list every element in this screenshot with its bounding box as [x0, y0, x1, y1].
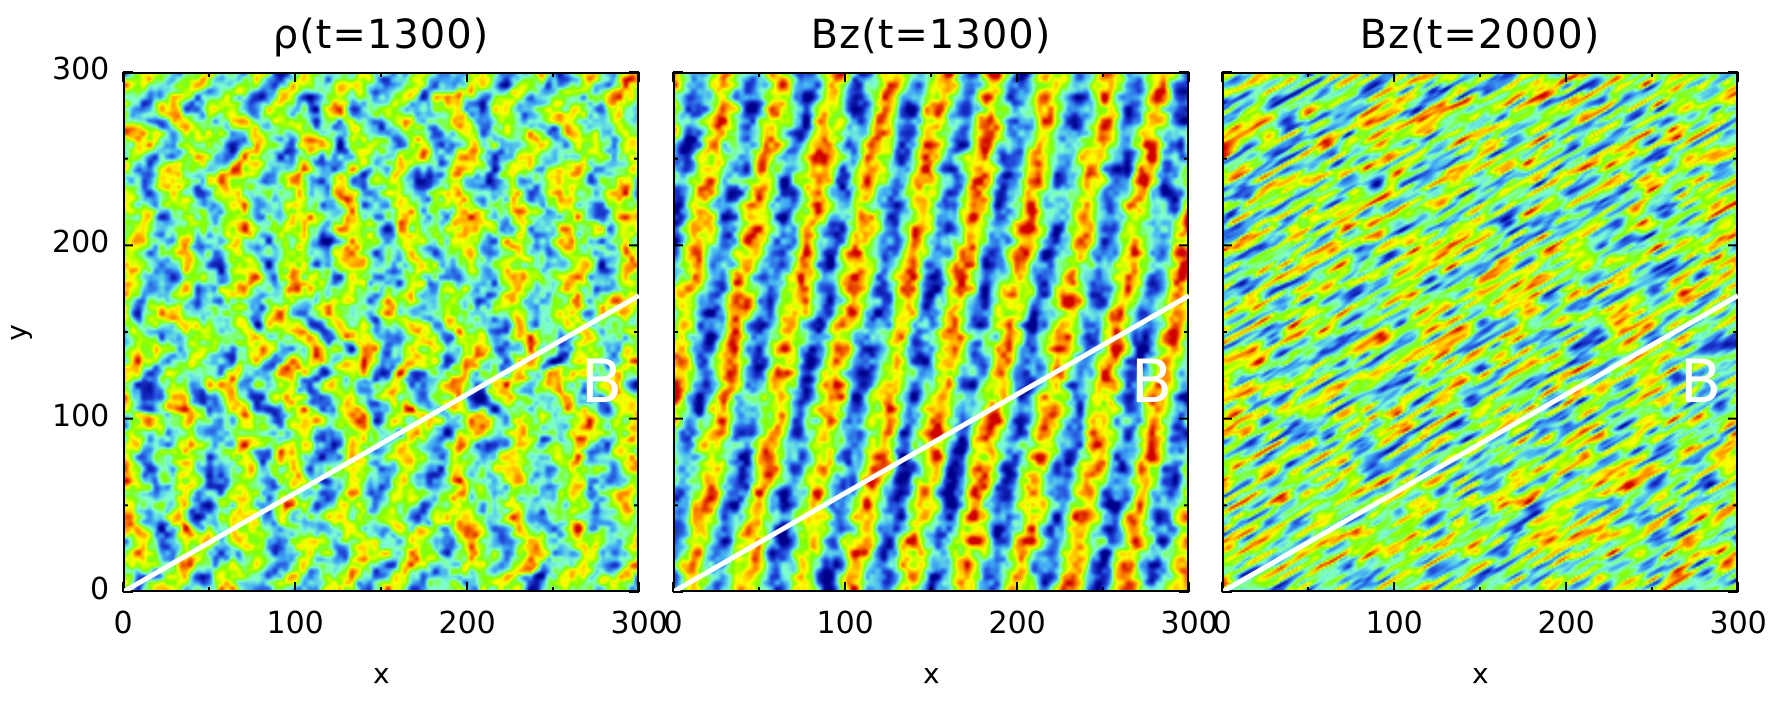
x-tick-label: 200: [438, 606, 496, 641]
y-axis-label: y: [0, 324, 33, 341]
panel-title: Bz(t=1300): [810, 12, 1052, 58]
x-axis-label: x: [1472, 657, 1489, 690]
field-annotation-b: B: [1131, 347, 1173, 417]
field-annotation-b: B: [581, 347, 623, 417]
x-tick-label: 100: [816, 606, 874, 641]
heatmap-image: [125, 74, 637, 590]
heatmap-plot: [123, 72, 639, 592]
x-tick-label: 200: [988, 606, 1046, 641]
y-tick-label: 0: [90, 572, 110, 607]
x-tick-label: 0: [1212, 606, 1232, 641]
x-tick-label: 0: [113, 606, 133, 641]
heatmap-image: [1224, 74, 1736, 590]
y-tick-label: 200: [52, 225, 110, 261]
heatmap-plot: [1222, 72, 1738, 592]
x-axis-label: x: [373, 657, 390, 690]
y-tick-label: 300: [52, 52, 110, 87]
x-tick-label: 300: [1709, 606, 1767, 641]
field-annotation-b: B: [1680, 347, 1722, 417]
x-tick-label: 100: [266, 606, 324, 641]
heatmap-plot: [673, 72, 1189, 592]
x-tick-label: 300: [1160, 606, 1218, 641]
panel-title: ρ(t=1300): [272, 12, 490, 58]
heatmap-image: [675, 74, 1187, 590]
panel-title: Bz(t=2000): [1359, 12, 1601, 58]
x-tick-label: 0: [663, 606, 683, 641]
x-tick-label: 200: [1537, 606, 1595, 641]
x-axis-label: x: [923, 657, 940, 690]
y-tick-label: 100: [52, 398, 110, 434]
x-tick-label: 300: [610, 606, 668, 641]
x-tick-label: 100: [1365, 606, 1423, 641]
